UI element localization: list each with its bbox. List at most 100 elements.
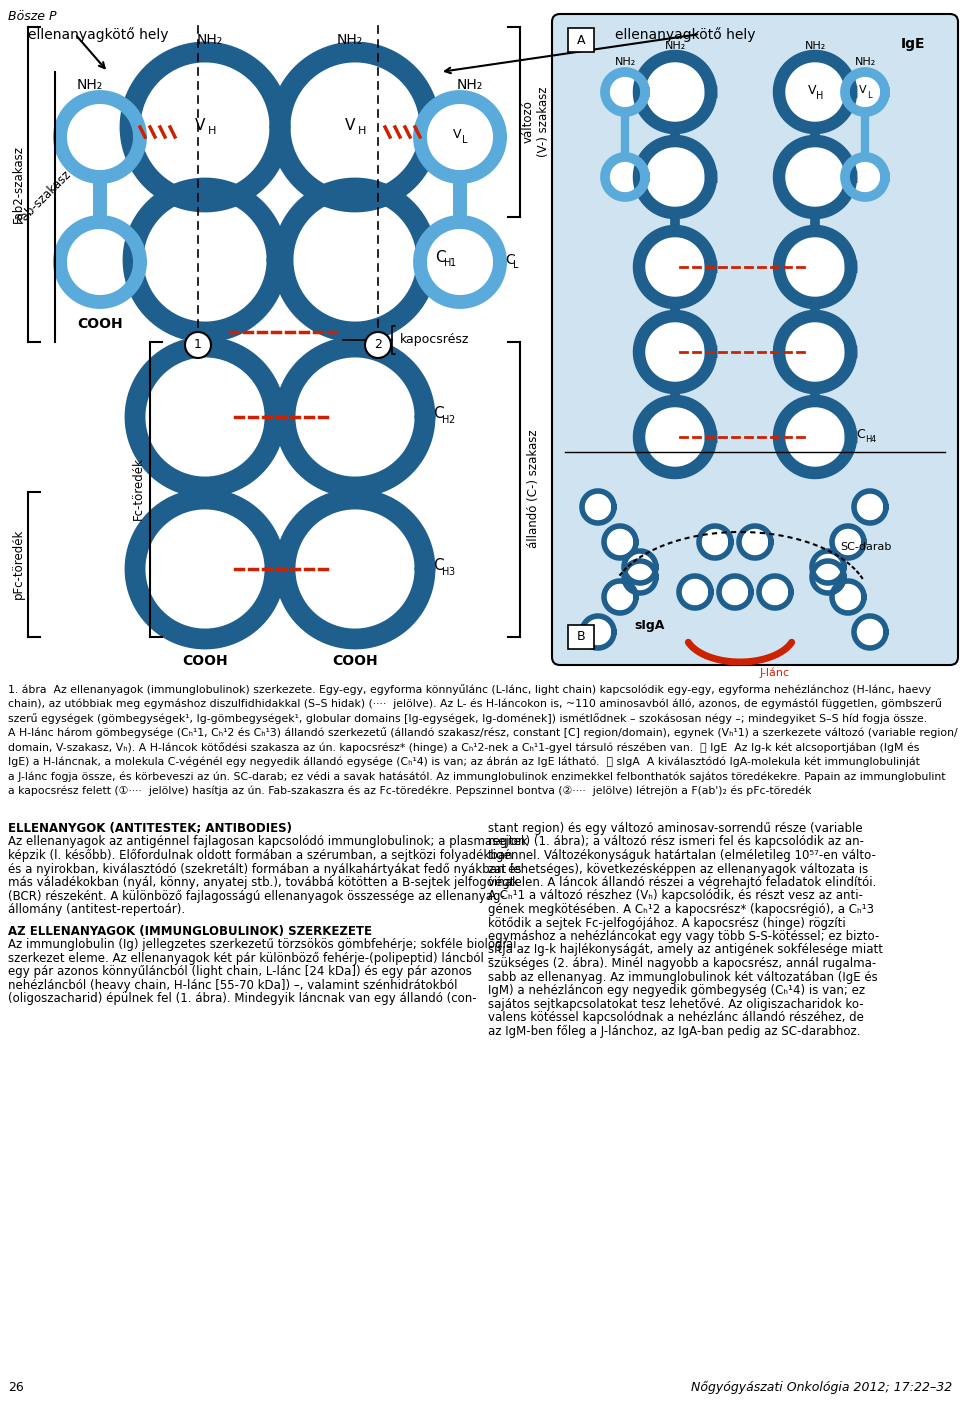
Text: tigénnel. Változékonyságuk határtalan (elméletileg 10⁵⁷-en válto-: tigénnel. Változékonyságuk határtalan (e… <box>488 849 876 861</box>
Text: 26: 26 <box>8 1381 24 1394</box>
Text: H: H <box>816 90 824 102</box>
Text: és a nyirokban, kiválasztódó (szekretált) formában a nyálkahártyákat fedő nyákba: és a nyirokban, kiválasztódó (szekretált… <box>8 863 521 875</box>
Polygon shape <box>60 222 140 302</box>
Text: C: C <box>856 428 865 442</box>
Text: Fab2-szakasz: Fab2-szakasz <box>12 145 25 223</box>
Polygon shape <box>605 72 645 112</box>
Text: C: C <box>435 250 445 264</box>
Polygon shape <box>582 616 614 648</box>
Polygon shape <box>639 232 711 304</box>
Text: Az immunglobulin (Ig) jellegzetes szerkezetű törzsökös gömbfehérje; sokféle biol: Az immunglobulin (Ig) jellegzetes szerke… <box>8 938 516 952</box>
Text: C: C <box>433 407 444 422</box>
Text: IgE) a H-láncnak, a molekula C-végénél egy negyedik állandó egysége (Cₕ¹4) is va: IgE) a H-láncnak, a molekula C-végénél e… <box>8 757 920 767</box>
Text: AZ ELLENANYAGOK (IMMUNGLOBULINOK) SZERKEZETE: AZ ELLENANYAGOK (IMMUNGLOBULINOK) SZERKE… <box>8 925 372 938</box>
Polygon shape <box>719 576 751 609</box>
Text: NH₂: NH₂ <box>457 78 483 92</box>
Text: L: L <box>463 136 468 145</box>
Text: állandó (C-) szakasz: állandó (C-) szakasz <box>526 429 540 548</box>
Text: 1: 1 <box>450 258 456 268</box>
Polygon shape <box>582 491 614 522</box>
Polygon shape <box>285 347 425 487</box>
Circle shape <box>365 332 391 359</box>
Text: Fab-szakasz: Fab-szakasz <box>14 168 74 226</box>
Text: Fc-töredék: Fc-töredék <box>132 457 145 521</box>
Polygon shape <box>832 527 864 558</box>
Polygon shape <box>135 498 275 640</box>
Polygon shape <box>420 97 500 176</box>
Text: 2: 2 <box>448 415 454 425</box>
Text: stant region) és egy változó aminosav-sorrendű része (variable: stant region) és egy változó aminosav-so… <box>488 822 863 834</box>
Polygon shape <box>779 316 851 388</box>
Text: változó
(V-) szakasz: változó (V-) szakasz <box>522 86 550 157</box>
Text: sIgA: sIgA <box>635 618 665 633</box>
Text: nehézláncból (heavy chain, H-lánc [55-70 kDa]) –, valamint szénhidrátokból: nehézláncból (heavy chain, H-lánc [55-70… <box>8 979 458 991</box>
Polygon shape <box>639 141 711 213</box>
Text: NH₂: NH₂ <box>854 56 876 66</box>
FancyBboxPatch shape <box>568 28 594 52</box>
Text: COOH: COOH <box>77 318 123 330</box>
Text: más váladékokban (nyál, könny, anyatej stb.), továbbá kötötten a B-sejtek jelfog: más váladékokban (nyál, könny, anyatej s… <box>8 875 518 890</box>
Text: NH₂: NH₂ <box>337 32 363 47</box>
FancyBboxPatch shape <box>568 626 594 650</box>
Text: C: C <box>505 253 515 267</box>
Text: sabb az ellenanyag. Az immunglobulinok két változatában (IgE és: sabb az ellenanyag. Az immunglobulinok k… <box>488 970 877 984</box>
Text: B: B <box>577 631 586 644</box>
Text: egymáshoz a nehézláncokat egy vagy több S-S-kötéssel; ez bizto-: egymáshoz a nehézláncokat egy vagy több … <box>488 931 879 943</box>
Text: chain), az utóbbiak meg egymáshoz diszulfidhidakkal (S–S hidak) (····  jelölve).: chain), az utóbbiak meg egymáshoz diszul… <box>8 699 942 709</box>
Text: V: V <box>345 117 355 133</box>
Polygon shape <box>639 401 711 473</box>
Polygon shape <box>605 157 645 198</box>
Polygon shape <box>739 527 771 558</box>
Text: 2: 2 <box>374 339 382 352</box>
Text: egy pár azonos könnyűláncból (light chain, L-lánc [24 kDa]) és egy pár azonos: egy pár azonos könnyűláncból (light chai… <box>8 964 472 979</box>
Text: sítja az Ig-k hajlékonyságát, amely az antigének sokfélesége miatt: sítja az Ig-k hajlékonyságát, amely az a… <box>488 943 883 956</box>
Polygon shape <box>679 576 711 609</box>
Polygon shape <box>283 188 427 332</box>
Text: NH₂: NH₂ <box>804 41 826 51</box>
Text: a J-lánc fogja össze, és körbeveszi az ún. SC-darab; ez védi a savak hatásától. : a J-lánc fogja össze, és körbeveszi az ú… <box>8 771 946 781</box>
Text: domain, V-szakasz, Vₕ). A H-láncok kötődési szakasza az ún. kapocsrész* (hinge) : domain, V-szakasz, Vₕ). A H-láncok kötőd… <box>8 741 920 753</box>
Text: COOH: COOH <box>332 654 378 668</box>
Polygon shape <box>759 576 791 609</box>
Text: a kapocsrész felett (①····  jelölve) hasítja az ún. Fab-szakaszra és az Fc-töred: a kapocsrész felett (①···· jelölve) hasí… <box>8 785 811 796</box>
Text: H: H <box>442 568 449 578</box>
Text: pFc-töredék: pFc-töredék <box>12 530 25 599</box>
Polygon shape <box>624 551 656 583</box>
Polygon shape <box>639 56 711 128</box>
Text: állomány (antitest-repertoár).: állomány (antitest-repertoár). <box>8 904 185 916</box>
Polygon shape <box>699 527 731 558</box>
Polygon shape <box>812 561 844 593</box>
Polygon shape <box>604 527 636 558</box>
Text: végtelen. A láncok állandó részei a végrehajtó feladatok elindítói.: végtelen. A láncok állandó részei a végr… <box>488 875 876 890</box>
Polygon shape <box>854 491 886 522</box>
Text: J-lánc: J-lánc <box>760 666 790 678</box>
Polygon shape <box>779 401 851 473</box>
Text: 3: 3 <box>448 568 454 578</box>
Polygon shape <box>280 52 430 202</box>
Text: A H-lánc három gömbegysége (Cₕ¹1, Cₕ¹2 és Cₕ¹3) állandó szerkezetű (állandó szak: A H-lánc három gömbegysége (Cₕ¹1, Cₕ¹2 é… <box>8 727 958 738</box>
Polygon shape <box>854 616 886 648</box>
Text: A Cₕ¹1 a változó részhez (Vₕ) kapcsolódik, és részt vesz az anti-: A Cₕ¹1 a változó részhez (Vₕ) kapcsolódi… <box>488 890 863 902</box>
Polygon shape <box>604 580 636 613</box>
Text: SC-darab: SC-darab <box>840 542 892 552</box>
Text: Bösze P: Bösze P <box>8 10 57 23</box>
Polygon shape <box>420 222 500 302</box>
Text: NH₂: NH₂ <box>197 32 223 47</box>
Polygon shape <box>812 551 844 583</box>
Text: (oligoszacharid) épülnek fel (1. ábra). Mindegyik láncnak van egy állandó (con-: (oligoszacharid) épülnek fel (1. ábra). … <box>8 993 476 1005</box>
Polygon shape <box>779 56 851 128</box>
Polygon shape <box>845 72 885 112</box>
Text: NH₂: NH₂ <box>77 78 103 92</box>
Polygon shape <box>133 188 277 332</box>
Text: zat lehetséges), következésképpen az ellenanyagok változata is: zat lehetséges), következésképpen az ell… <box>488 863 868 875</box>
Text: ellenanyagkötő hely: ellenanyagkötő hely <box>28 27 169 42</box>
Text: ellenanyagkötő hely: ellenanyagkötő hely <box>615 27 756 42</box>
Text: IgE: IgE <box>900 37 925 51</box>
Text: V: V <box>195 117 205 133</box>
Text: V: V <box>807 83 816 96</box>
Text: H: H <box>442 415 449 425</box>
Text: (BCR) részeként. A különböző fajlagosságú ellenanyagok összessége az ellenanyag-: (BCR) részeként. A különböző fajlagosság… <box>8 890 505 902</box>
Text: képzik (l. később). Előfordulnak oldott formában a szérumban, a sejtközi folyadé: képzik (l. később). Előfordulnak oldott … <box>8 849 513 863</box>
Polygon shape <box>832 580 864 613</box>
Polygon shape <box>845 157 885 198</box>
